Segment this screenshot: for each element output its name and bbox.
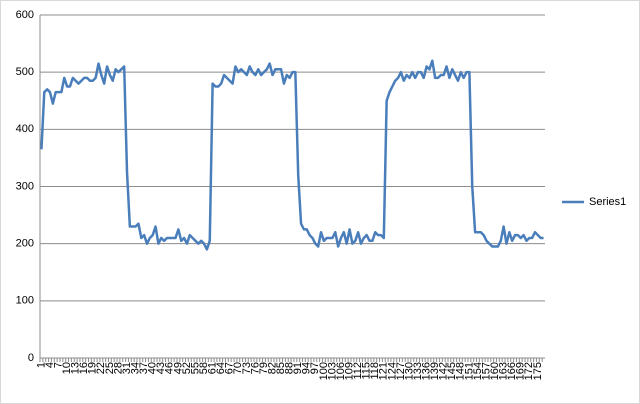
- x-tick-label: 154: [472, 362, 484, 380]
- x-tick-label: 139: [429, 362, 441, 380]
- x-tick-label: 52: [181, 362, 193, 374]
- x-tick-label: 7: [52, 362, 64, 368]
- x-tick-label: 172: [523, 362, 535, 380]
- x-tick-label: 157: [480, 362, 492, 380]
- x-tick-label: 61: [207, 362, 219, 374]
- x-tick-label: 79: [258, 362, 270, 374]
- x-tick-label: 43: [155, 362, 167, 374]
- x-tick-label: 127: [395, 362, 407, 380]
- x-tick-label: 145: [446, 362, 458, 380]
- x-tick-label: 34: [129, 362, 141, 374]
- x-tick-label: 13: [70, 362, 82, 374]
- x-tick-label: 64: [215, 362, 227, 374]
- x-tick-label: 37: [138, 362, 150, 374]
- x-tick-label: 115: [361, 362, 373, 380]
- x-tick-label: 169: [515, 362, 527, 380]
- x-tick-label: 31: [121, 362, 133, 374]
- x-tick-label: 22: [95, 362, 107, 374]
- x-tick-label: 109: [343, 362, 355, 380]
- x-tick-label: 175: [532, 362, 544, 380]
- x-tick-label: 25: [104, 362, 116, 374]
- x-tick-label: 58: [198, 362, 210, 374]
- x-tick-label: 100: [318, 362, 330, 380]
- x-tick-label: 136: [421, 362, 433, 380]
- y-tick-label: 100: [16, 295, 34, 307]
- y-tick-label: 0: [28, 352, 34, 364]
- x-tick-label: 55: [189, 362, 201, 374]
- x-tick-label: 133: [412, 362, 424, 380]
- x-tick-label: 46: [164, 362, 176, 374]
- x-tick-label: 19: [87, 362, 99, 374]
- x-tick-label: 4: [44, 362, 56, 368]
- x-tick-label: 130: [403, 362, 415, 380]
- x-tick-label: 16: [78, 362, 90, 374]
- x-tick-label: 76: [249, 362, 261, 374]
- y-tick-label: 600: [16, 9, 34, 21]
- x-tick-label: 28: [112, 362, 124, 374]
- y-tick-label: 500: [16, 66, 34, 78]
- x-tick-label: 40: [147, 362, 159, 374]
- x-tick-label: 49: [172, 362, 184, 374]
- x-tick-label: 121: [378, 362, 390, 380]
- y-tick-label: 200: [16, 238, 34, 250]
- x-tick-label: 124: [386, 362, 398, 380]
- x-tick-label: 82: [266, 362, 278, 374]
- y-tick-label: 300: [16, 180, 34, 192]
- series-line: [40, 59, 544, 251]
- x-tick-label: 103: [326, 362, 338, 380]
- x-tick-label: 70: [232, 362, 244, 374]
- x-tick-label: 85: [275, 362, 287, 374]
- x-tick-label: 106: [335, 362, 347, 380]
- x-tick-label: 163: [498, 362, 510, 380]
- x-tick-label: 166: [506, 362, 518, 380]
- x-tick-label: 97: [309, 362, 321, 374]
- x-tick-label: 91: [292, 362, 304, 374]
- x-tick-label: 1: [35, 362, 47, 368]
- x-tick-label: 118: [369, 362, 381, 380]
- x-tick-label: 67: [224, 362, 236, 374]
- x-tick-label: 94: [301, 362, 313, 374]
- x-tick-label: 112: [352, 362, 364, 380]
- y-tick-label: 400: [16, 123, 34, 135]
- x-tick-label: 160: [489, 362, 501, 380]
- legend-label: Series1: [589, 196, 626, 208]
- x-tick-label: 73: [241, 362, 253, 374]
- x-tick-label: 142: [438, 362, 450, 380]
- x-tick-label: 88: [284, 362, 296, 374]
- x-tick-label: 10: [61, 362, 73, 374]
- x-tick-label: 151: [463, 362, 475, 380]
- x-tick-label: 148: [455, 362, 467, 380]
